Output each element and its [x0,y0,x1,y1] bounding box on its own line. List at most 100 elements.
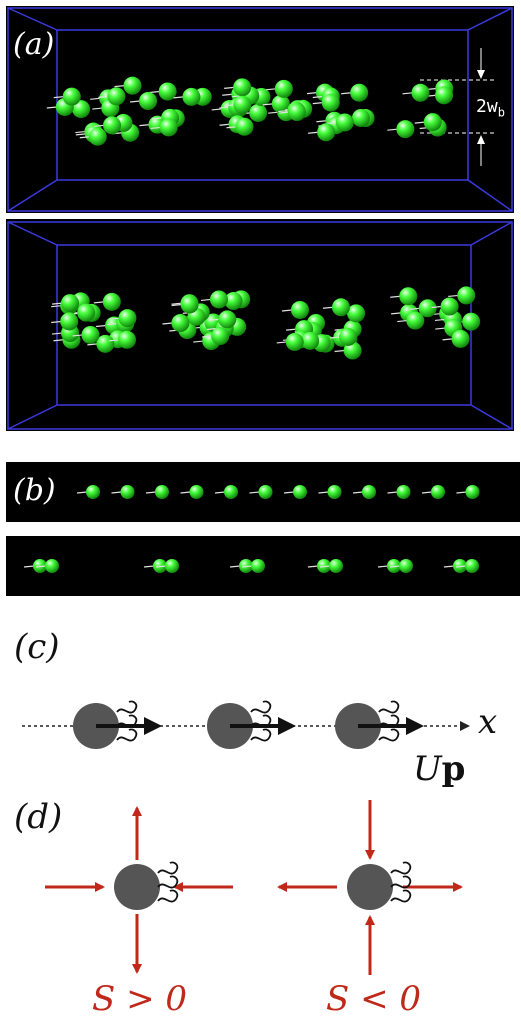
particle-tail [72,334,83,337]
particle-tail [46,106,57,109]
particle-tail [108,339,120,342]
particle-tail [435,327,446,330]
particle-tail [90,97,101,100]
x-axis-arrowhead [460,721,470,731]
particle-tail [377,565,389,568]
particle [182,87,201,106]
particle-cloud-band [46,76,454,146]
particle-tail [434,318,445,322]
particle [411,83,430,102]
flagellum [250,700,272,714]
particle-tail [389,565,401,568]
particle [327,485,342,499]
particle-tail [35,565,47,568]
particle [249,103,268,122]
extensile-caption: S > 0 [92,979,188,1019]
swimmer [207,700,296,749]
particle-tail [87,343,98,346]
particle-tail [409,307,420,310]
particle-tail [171,303,182,307]
flow-arrows-extensile [45,806,233,974]
particle-tail [265,88,276,91]
panel-a-bottom [6,219,514,431]
particle-tail [316,120,327,123]
particle [399,559,413,573]
particle-tail [318,491,329,494]
particle-tail [173,96,184,99]
band-width-label-sub: b [497,105,505,120]
flagellum [157,861,179,875]
particle [158,82,177,101]
particle [351,108,370,127]
particle-tail [75,130,86,134]
particle-tail [334,349,345,353]
particle [86,485,100,499]
particle [235,117,254,136]
particle [406,311,425,330]
particle [423,113,442,132]
particle-tail [23,565,35,568]
particle-tail [283,491,295,494]
velocity-arrow-head [406,717,424,735]
particle [285,332,304,351]
particle [317,123,336,142]
particle [347,304,366,323]
particle-tail [93,301,104,304]
particle-tail [209,318,220,321]
particle-tail [448,294,459,298]
panel-b-label: (b) [13,473,56,508]
particle-tail [92,107,103,110]
particle [60,312,79,331]
particle-tail [139,124,150,127]
particle [224,292,243,311]
particle-tail [226,126,237,129]
particle-tail [200,298,212,302]
particle [465,485,480,499]
particle [61,294,80,313]
particle-tail [312,102,323,105]
particle-tail [281,309,293,312]
particle-tail [278,109,289,113]
particle [189,485,204,499]
particle [155,485,169,499]
particle-tail [276,341,287,344]
particle-tail [114,85,125,88]
particle-tail [93,124,105,127]
particle [123,76,142,95]
particle-tail [352,491,364,494]
particle-tail [224,104,235,107]
panel-a-label: (a) [13,27,55,62]
particle-tail [150,126,161,130]
flagellum [250,728,272,742]
particle-tail [171,302,182,305]
particle-tail [149,90,160,94]
particle-tail [322,306,334,309]
particle-tail [268,111,279,114]
particle [290,300,309,319]
particle [102,292,121,311]
flagellum [390,875,412,889]
particle-tail [229,565,241,568]
flagellum [378,728,400,742]
flagellum [116,700,138,714]
swimmer [73,700,162,749]
particle-tail [107,322,118,326]
particle [396,120,415,139]
particle [435,86,454,105]
particle-tail [387,491,398,494]
particle [451,329,470,348]
swimmer [335,700,424,749]
particle [233,95,252,114]
particle [211,327,230,346]
particle [287,103,306,122]
particle [171,314,190,333]
particle-tail [421,491,433,494]
particle-row-uniform [76,485,480,499]
particle [339,327,358,346]
particle [233,78,252,97]
particle [165,559,179,573]
particle-tail [53,339,64,342]
particle-tail [222,93,233,96]
band-width-label: 2wb [476,98,505,119]
